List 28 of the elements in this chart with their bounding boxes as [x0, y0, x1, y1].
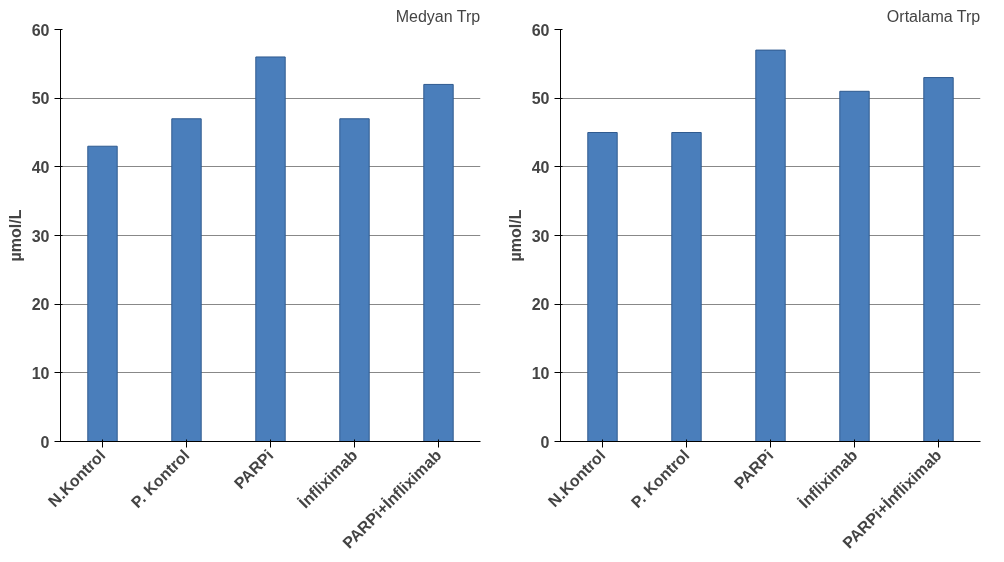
- bar: [923, 77, 954, 442]
- bar: [255, 56, 286, 442]
- bar: [671, 132, 702, 442]
- chart-title: Medyan Trp: [395, 7, 481, 25]
- chart-title: Ortalama Trp: [886, 7, 981, 25]
- bar: [171, 118, 202, 442]
- y-tick-label: 10: [531, 364, 550, 382]
- y-tick-label: 60: [531, 21, 550, 39]
- bar: [339, 118, 370, 442]
- y-tick-label: 30: [531, 227, 550, 245]
- y-axis-title: µmol/L: [6, 209, 24, 262]
- bar: [755, 49, 786, 442]
- y-tick-label: 0: [40, 433, 50, 451]
- y-tick-label: 50: [31, 90, 50, 108]
- y-tick-label: 40: [531, 158, 550, 176]
- y-tick-label: 30: [31, 227, 50, 245]
- y-tick-label: 20: [31, 296, 50, 314]
- y-tick-label: 60: [31, 21, 50, 39]
- bar: [839, 90, 870, 442]
- y-tick-label: 10: [31, 364, 50, 382]
- bar: [587, 132, 618, 442]
- bar: [423, 83, 454, 442]
- bar: [87, 145, 118, 442]
- y-tick-label: 20: [531, 296, 550, 314]
- y-tick-label: 40: [31, 158, 50, 176]
- y-axis-title: µmol/L: [506, 209, 524, 262]
- y-tick-label: 50: [531, 90, 550, 108]
- y-tick-label: 0: [540, 433, 550, 451]
